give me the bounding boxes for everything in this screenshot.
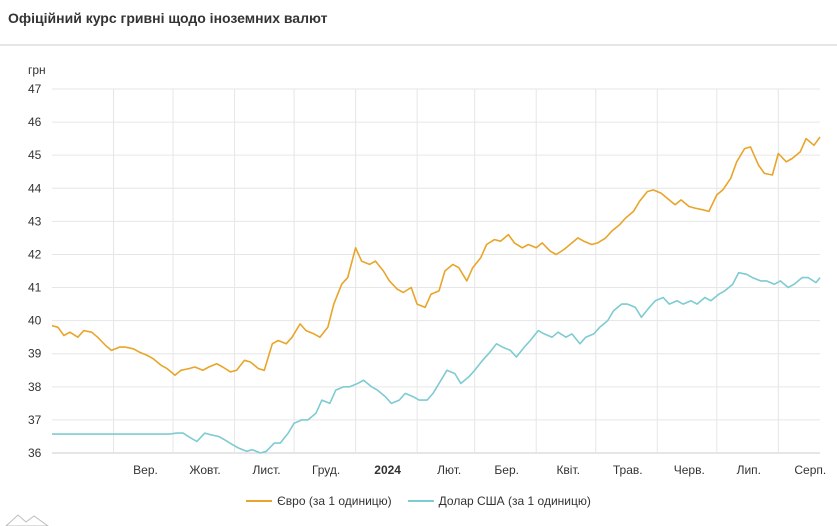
legend-item-usd[interactable]: Долар США (за 1 одиницю) xyxy=(407,491,591,511)
mountain-logo-icon xyxy=(5,514,49,526)
legend-swatch-usd xyxy=(407,500,434,502)
x-tick-label: Вер. xyxy=(133,463,158,477)
y-tick-label: 43 xyxy=(28,214,42,228)
x-tick-label: Бер. xyxy=(494,463,519,477)
chart-title: Офіційний курс гривні щодо іноземних вал… xyxy=(8,10,328,26)
legend: Євро (за 1 одиницю) Долар США (за 1 один… xyxy=(0,491,837,511)
x-tick-label: Трав. xyxy=(613,463,643,477)
y-tick-label: 44 xyxy=(28,181,42,195)
x-tick-label: Груд. xyxy=(312,463,340,477)
x-axis: Вер. Жовт. Лист. Груд. 2024 Лют. Бер. Квіт. Трав… xyxy=(133,463,826,477)
y-tick-label: 40 xyxy=(28,314,42,328)
y-tick-label: 46 xyxy=(28,115,42,129)
y-tick-label: 41 xyxy=(28,281,42,295)
series-lines xyxy=(51,136,821,454)
legend-label-usd: Долар США (за 1 одиницю) xyxy=(438,494,591,508)
title-divider xyxy=(0,44,837,46)
x-tick-label: Лют. xyxy=(437,463,461,477)
y-tick-label: 45 xyxy=(28,148,42,162)
x-tick-label: Лист. xyxy=(253,463,281,477)
y-tick-label: 42 xyxy=(28,247,42,261)
x-tick-label: Лип. xyxy=(737,463,761,477)
y-tick-label: 36 xyxy=(28,446,42,460)
x-tick-label: Черв. xyxy=(674,463,705,477)
x-tick-label: Серп. xyxy=(794,463,826,477)
y-axis-label: грн xyxy=(28,63,46,77)
legend-swatch-euro xyxy=(246,500,273,502)
x-tick-label: 2024 xyxy=(374,463,401,477)
y-tick-label: 37 xyxy=(28,413,42,427)
y-tick-label: 39 xyxy=(28,347,42,361)
series-line-euro xyxy=(51,136,821,376)
x-tick-label: Жовт. xyxy=(189,463,220,477)
grid-lines xyxy=(52,88,820,454)
x-tick-label: Квіт. xyxy=(556,463,580,477)
legend-label-euro: Євро (за 1 одиницю) xyxy=(277,494,392,508)
legend-item-euro[interactable]: Євро (за 1 одиницю) xyxy=(246,491,392,511)
y-axis: 36 37 38 39 40 41 42 43 44 45 46 47 грн xyxy=(28,63,46,460)
y-tick-label: 38 xyxy=(28,380,42,394)
series-line-usd xyxy=(52,271,821,454)
y-tick-label: 47 xyxy=(28,82,42,96)
